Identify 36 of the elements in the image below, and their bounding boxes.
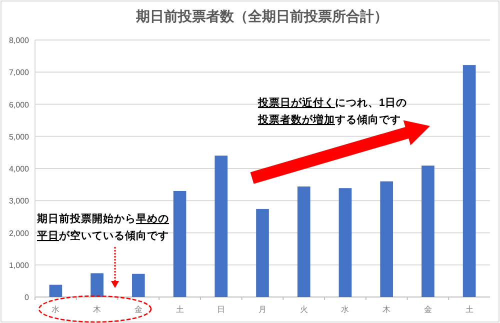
bar [338,188,352,297]
annotation: 期日前投票開始から早めの [36,212,169,225]
y-tick-label: 4,000 [8,164,30,174]
bar [214,156,228,297]
y-tick-label: 8,000 [8,36,30,45]
bar [90,273,104,297]
y-tick-label: 5,000 [8,132,30,142]
bar [173,190,186,297]
y-tick-label: 3,000 [8,196,30,206]
x-tick-label: 木 [93,305,102,314]
annotation: 平日が空いている傾向です [36,229,169,242]
x-tick-label: 水 [52,305,60,314]
bar [380,181,394,297]
y-tick-label: 2,000 [8,228,30,238]
y-tick-label: 7,000 [8,68,30,78]
x-tick-label: 金 [134,305,142,314]
chart-title: 期日前投票者数（全期日前投票所合計） [135,8,388,24]
x-tick-label: 水 [341,305,350,314]
x-tick-label: 土 [465,305,474,314]
x-tick-label: 土 [176,305,184,314]
annotation: 投票者数が増加する傾向です [257,113,401,126]
y-tick-label: 1,000 [8,260,30,270]
x-tick-label: 日 [217,305,226,314]
bar [132,274,145,297]
y-tick-label: 0 [24,293,30,302]
bar [297,186,310,297]
y-tick-label: 6,000 [8,100,30,110]
bar [422,166,434,297]
x-tick-label: 火 [300,305,308,314]
x-tick-label: 月 [258,305,266,314]
bar [462,65,476,297]
annotation: 投票日が近付くにつれ、1日の [257,96,407,109]
x-tick-label: 金 [424,305,432,314]
x-tick-label: 木 [382,305,391,314]
bar [49,284,62,297]
bar [256,208,269,297]
